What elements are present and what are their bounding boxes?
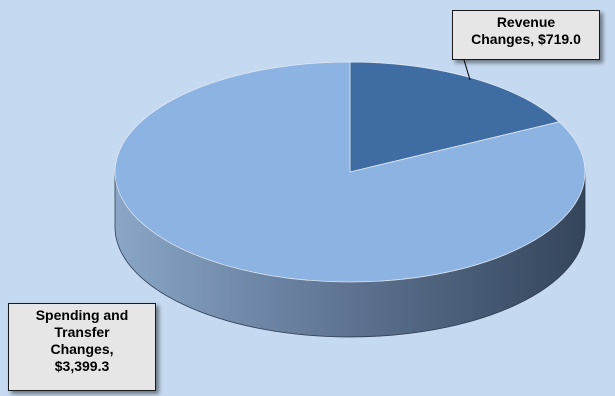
pie-slice-spending-and-transfer-changes xyxy=(114,61,586,283)
data-label-spending-and-transfer-changes: Spending and Transfer Changes, $3,399.3 xyxy=(8,303,156,391)
data-label-revenue-changes: Revenue Changes, $719.0 xyxy=(452,10,600,60)
pie-slice-revenue-changes xyxy=(349,61,560,173)
label-leader-lines xyxy=(463,59,471,81)
pie-top-faces xyxy=(114,61,586,283)
leader-line-revenue-changes xyxy=(463,59,471,81)
